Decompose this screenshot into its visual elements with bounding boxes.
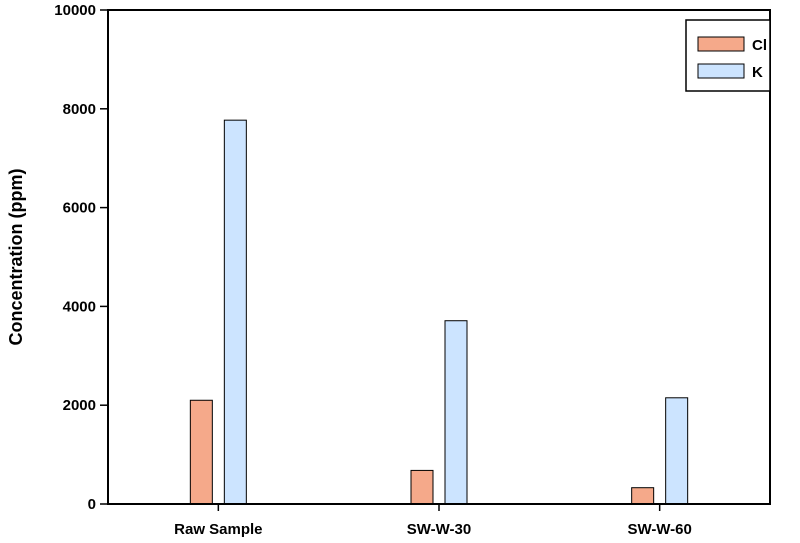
y-tick-label: 0: [88, 496, 96, 513]
bar-cl-sw-w-60: [631, 487, 655, 505]
y-axis-ticks: 0 2000 4000 6000 8000 10000: [54, 2, 108, 513]
x-tick-label: Raw Sample: [174, 521, 262, 538]
y-tick-label: 8000: [63, 101, 96, 118]
bar-k-raw-sample: [223, 119, 247, 505]
legend-label-k: K: [752, 64, 763, 81]
bar-k-sw-w-30: [444, 320, 468, 505]
x-axis-ticks: Raw Sample SW-W-30 SW-W-60: [174, 504, 692, 538]
x-tick-label: SW-W-60: [627, 521, 691, 538]
bars: [189, 119, 689, 505]
legend-swatch-cl: [697, 36, 745, 52]
y-tick-label: 10000: [54, 2, 96, 19]
legend-swatch-k: [697, 63, 745, 79]
y-tick-label: 2000: [63, 397, 96, 414]
bar-k-sw-w-60: [665, 397, 689, 505]
y-tick-label: 4000: [63, 298, 96, 315]
y-axis-title: Concentration (ppm): [6, 169, 26, 346]
bar-cl-raw-sample: [189, 399, 213, 505]
plot-area-frame: [107, 9, 771, 505]
bar-cl-sw-w-30: [410, 469, 434, 505]
x-tick-label: SW-W-30: [407, 521, 471, 538]
legend: Cl K: [685, 19, 771, 92]
legend-box: [685, 19, 771, 92]
legend-label-cl: Cl: [752, 37, 767, 54]
y-tick-label: 6000: [63, 200, 96, 217]
